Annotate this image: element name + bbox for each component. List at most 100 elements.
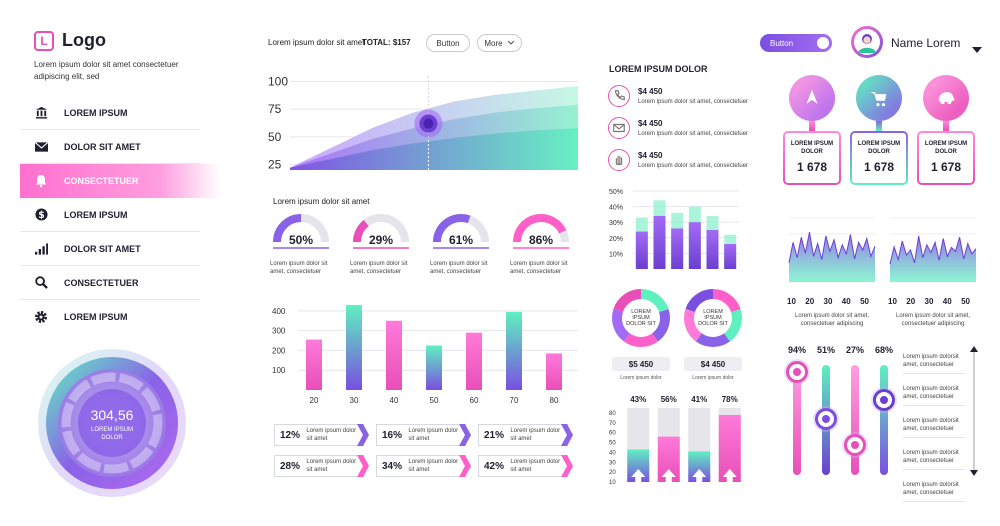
contact-row[interactable]: $4 450 Lorem ipsum dolor sit amet, consec… [608, 112, 768, 144]
sidebar-item-3[interactable]: $ LOREM IPSUM [20, 198, 200, 232]
chevron-down-icon [507, 40, 514, 45]
bar[interactable] [466, 332, 482, 390]
stat-card[interactable]: LOREM IPSUM DOLOR 1 678 [917, 131, 975, 185]
column-bar[interactable] [718, 414, 741, 482]
avatar[interactable] [851, 26, 883, 58]
scrollbar[interactable] [970, 346, 978, 476]
user-icon [858, 34, 876, 53]
bar-front[interactable] [724, 244, 737, 269]
sidebar-item-1[interactable]: DOLOR SIT AMET [20, 130, 200, 164]
sidebar-item-6[interactable]: LOREM IPSUM [20, 300, 200, 334]
ring-segment [684, 289, 742, 347]
slider-track [851, 365, 859, 475]
y-tick-label: 20% [609, 236, 623, 243]
slider-percent: 27% [845, 345, 864, 355]
toggle-label: Button [770, 38, 794, 48]
contact-row[interactable]: $4 450 Lorem ipsum dolor sit amet, consec… [608, 144, 768, 176]
column-bar[interactable] [657, 436, 680, 482]
list-item[interactable]: Lorem ipsum dolorsit amet, consectetuer [903, 382, 965, 406]
caret-down-icon[interactable] [972, 40, 982, 58]
slider-knob[interactable] [873, 389, 895, 412]
arrow-stat[interactable]: 16% Lorem ipsum dolor sit amet [376, 424, 471, 446]
column-percent: 43% [630, 395, 646, 404]
slider-knob[interactable] [815, 407, 837, 430]
slider-knob[interactable] [844, 434, 866, 457]
stat-card-label: LOREM IPSUM DOLOR [924, 141, 968, 155]
bar-chart-icon [34, 242, 48, 256]
column-bar[interactable] [627, 449, 650, 482]
bar-front[interactable] [706, 230, 719, 269]
y-tick-label: 400 [272, 307, 286, 316]
ring-chart: LOREM IPSUM DOLOR SIT $5 450 Lorem ipsum dol… [608, 288, 674, 383]
ring-chart: LOREM IPSUM DOLOR SIT $4 450 Lorem ipsum dol… [680, 288, 746, 383]
arrow-stat[interactable]: 34% Lorem ipsum dolor sit amet [376, 455, 471, 477]
bar[interactable] [506, 311, 522, 390]
sidebar-item-2[interactable]: CONSECTETUER [20, 164, 220, 198]
bar[interactable] [346, 304, 362, 390]
y-tick-label: 70 [609, 421, 616, 427]
bar-front[interactable] [653, 215, 666, 269]
y-tick-label: 40 [609, 450, 616, 456]
sidebar-item-5[interactable]: CONSECTETUER [20, 266, 200, 300]
arrow-stat-percent: 16% [382, 429, 403, 441]
stat-card[interactable]: LOREM IPSUM DOLOR 1 678 [783, 131, 841, 185]
bar-front[interactable] [671, 228, 684, 269]
bar[interactable] [306, 339, 322, 390]
column-bar-chart: 80 70 60 50 40 30 20 10 43% 56% 41% 78% [607, 392, 747, 487]
bar-front[interactable] [635, 231, 648, 269]
x-tick-label: 30 [924, 297, 934, 306]
svg-text:$: $ [38, 210, 44, 221]
donut-gauge: 61% Lorem ipsum dolor sit amet, consectet… [430, 210, 504, 280]
gauge-label: LOREM IPSUM DOLOR [91, 427, 133, 441]
arrow-stat[interactable]: 21% Lorem ipsum dolor sit amet [478, 424, 573, 446]
contact-row[interactable]: $4 450 Lorem ipsum dolor sit amet, consec… [608, 80, 768, 112]
list-item[interactable]: Lorem ipsum dolorsit amet, consectetuer [903, 446, 965, 470]
arrow-stat[interactable]: 12% Lorem ipsum dolor sit amet [274, 424, 369, 446]
user-name[interactable]: Name Lorem [891, 36, 961, 50]
slider[interactable]: 51% [812, 345, 840, 485]
gauge-percent: 29% [369, 233, 393, 247]
more-dropdown[interactable]: More [477, 34, 522, 52]
sidebar-item-label: DOLOR SIT AMET [64, 243, 141, 254]
card-pin [923, 75, 969, 121]
arrow-stat[interactable]: 28% Lorem ipsum dolor sit amet [274, 455, 369, 477]
card-pin [789, 75, 835, 121]
spark-chart: 10 20 30 40 50 Lorem ipsum dolor sit amet, co… [787, 212, 879, 327]
slider-knob[interactable] [786, 360, 808, 383]
list-item[interactable]: Lorem ipsum dolorsit amet, consectetuer [903, 414, 965, 438]
bar[interactable] [386, 320, 402, 390]
gauge-percent: 86% [529, 233, 553, 247]
chevron-right-icon [459, 455, 471, 477]
list-item[interactable]: Lorem ipsum dolorsit amet, consectetuer [903, 350, 965, 374]
sidebar-item-4[interactable]: DOLOR SIT AMET [20, 232, 200, 266]
x-tick-label: 20 [906, 297, 916, 306]
slider-percent: 68% [874, 345, 893, 355]
stat-card[interactable]: LOREM IPSUM DOLOR 1 678 [850, 131, 908, 185]
column-bar[interactable] [688, 451, 711, 482]
gauge-row: 50% Lorem ipsum dolor sit amet, consectet… [270, 210, 580, 280]
spark-chart: 10 20 30 40 50 Lorem ipsum dolor sit amet, co… [888, 212, 980, 327]
bar[interactable] [546, 353, 562, 390]
slider[interactable]: 68% [870, 345, 898, 485]
bar[interactable] [426, 345, 442, 390]
gauge-description: Lorem ipsum dolor sit amet, consectetuer [350, 261, 408, 275]
slider[interactable]: 94% [783, 345, 811, 485]
contact-amount: $4 450 [638, 86, 663, 96]
sidebar-nav: LOREM IPSUM DOLOR SIT AMET CONSECTETUER … [20, 96, 220, 334]
header-button[interactable]: Button [426, 34, 470, 52]
sidebar-item-0[interactable]: LOREM IPSUM [20, 96, 200, 130]
y-tick-label: 25 [268, 157, 282, 171]
area-chart: 100 75 50 25 [262, 70, 582, 180]
toggle-button[interactable]: Button [760, 34, 832, 52]
arrow-stat[interactable]: 42% Lorem ipsum dolor sit amet [478, 455, 573, 477]
y-tick-label: 75 [268, 102, 282, 116]
arrow-stat-percent: 28% [280, 460, 301, 472]
gauge-percent: 61% [449, 233, 473, 247]
y-tick-label: 80 [609, 411, 616, 417]
slider[interactable]: 27% [841, 345, 869, 485]
toggle-knob[interactable] [817, 37, 829, 49]
arrow-stats: 12% Lorem ipsum dolor sit amet 16% Lorem ip… [274, 424, 584, 484]
list-item[interactable]: Lorem ipsum dolorsit amet, consectetuer [903, 478, 965, 502]
bar-front[interactable] [688, 222, 701, 269]
donut-gauge: 29% Lorem ipsum dolor sit amet, consectet… [350, 210, 424, 280]
